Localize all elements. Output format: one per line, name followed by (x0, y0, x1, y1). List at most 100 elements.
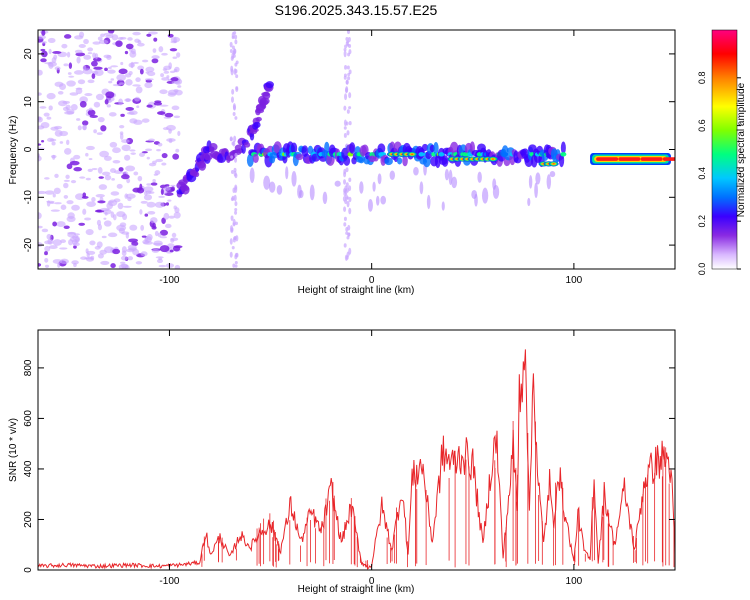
heatmap-cell (52, 193, 56, 198)
heatmap-cell (234, 157, 238, 163)
heatmap-cell (63, 148, 72, 155)
heatmap-cell (384, 157, 393, 166)
heatmap-cell (348, 207, 352, 215)
heatmap-cell (82, 65, 87, 71)
heatmap-cell (159, 236, 168, 239)
heatmap-cell (109, 141, 118, 148)
y-tick-label: -10 (23, 190, 34, 205)
heatmap-cell (233, 68, 237, 75)
heatmap-cell (107, 69, 116, 74)
heatmap-cell (125, 107, 135, 111)
heatmap-cell (125, 165, 136, 172)
heatmap-cell (98, 39, 109, 45)
heatmap-cell (118, 167, 124, 172)
heatmap-cell (113, 198, 121, 203)
heatmap-cell (230, 55, 234, 61)
heatmap-cell (93, 101, 101, 108)
x-tick-label: -100 (159, 576, 179, 587)
heatmap-cell (233, 135, 237, 143)
heatmap-cell (166, 124, 176, 131)
heatmap-cell (77, 79, 86, 85)
heatmap-cell (170, 77, 179, 82)
heatmap-cell (124, 50, 129, 55)
heatmap-cell (343, 179, 347, 185)
heatmap-cell (135, 261, 143, 265)
heatmap-cell (170, 238, 175, 243)
heatmap-cell (119, 133, 124, 140)
heatmap-cell (97, 200, 106, 204)
heatmap-cell (155, 256, 164, 259)
heatmap-cell (134, 96, 141, 102)
heatmap-cell (165, 202, 169, 206)
heatmap-cell (230, 227, 234, 232)
heatmap-cell (38, 242, 43, 248)
heatmap-cell (100, 33, 105, 38)
heatmap-cell (63, 34, 72, 39)
heatmap-peak (488, 156, 498, 162)
heatmap-cell (121, 174, 130, 180)
heatmap-cell (125, 43, 134, 50)
heatmap-cell (75, 193, 85, 200)
heatmap-cell (152, 222, 156, 229)
heatmap-cell (143, 194, 153, 201)
heatmap-cell (118, 68, 128, 75)
heatmap-cell (132, 187, 141, 193)
heatmap-cell (50, 209, 60, 212)
heatmap-cell (148, 31, 158, 35)
heatmap-cell (57, 91, 64, 95)
y-tick-label: 200 (23, 511, 34, 528)
heatmap-cell (103, 220, 112, 227)
heatmap-cell (127, 37, 133, 41)
heatmap-cell (56, 221, 66, 227)
snr-x-label: Height of straight line (km) (298, 584, 415, 595)
heatmap-cell (93, 66, 103, 70)
heatmap-cell (433, 142, 439, 155)
heatmap-cell (110, 263, 116, 269)
heatmap-cell (534, 182, 538, 198)
heatmap-cell (232, 218, 236, 226)
heatmap-cell (344, 44, 348, 49)
heatmap-cell (38, 263, 42, 267)
heatmap-cell (155, 158, 164, 163)
heatmap-cell (127, 256, 134, 261)
heatmap-cell (229, 137, 233, 141)
heatmap-layer (38, 30, 675, 269)
heatmap-cell (230, 215, 234, 222)
heatmap-cell (38, 92, 42, 96)
heatmap-cell (160, 188, 164, 195)
heatmap-cell (161, 77, 170, 81)
heatmap-cell (413, 166, 419, 176)
heatmap-cell (347, 232, 351, 237)
heatmap-cell (132, 84, 141, 87)
heatmap-cell (44, 245, 51, 252)
heatmap-cell (142, 239, 150, 245)
colorbar-tick-label: 0.4 (697, 167, 707, 180)
heatmap-cell (127, 197, 132, 202)
heatmap-cell (162, 68, 168, 72)
heatmap-cell (59, 83, 67, 91)
heatmap-cell (167, 243, 175, 249)
heatmap-cell (48, 245, 58, 250)
y-tick-label: 800 (23, 359, 34, 376)
heatmap-cell (346, 236, 350, 240)
heatmap-cell (474, 193, 478, 207)
heatmap-cell (348, 185, 352, 192)
heatmap-cell (168, 128, 172, 134)
heatmap-cell (87, 168, 93, 172)
heatmap-cell (140, 200, 148, 204)
heatmap-cell (63, 194, 69, 199)
heatmap-cell (252, 153, 259, 163)
heatmap-cell (158, 46, 164, 53)
heatmap-cell (233, 236, 237, 241)
heatmap-cell (44, 264, 50, 268)
heatmap-cell (119, 82, 125, 85)
heatmap-cell (174, 264, 181, 269)
heatmap-cell (347, 76, 351, 81)
heatmap-cell (107, 232, 118, 238)
heatmap-cell (71, 260, 79, 265)
heatmap-cell (104, 174, 112, 181)
heatmap-cell (173, 205, 177, 210)
heatmap-cell (132, 31, 141, 36)
heatmap-cell (198, 161, 207, 171)
